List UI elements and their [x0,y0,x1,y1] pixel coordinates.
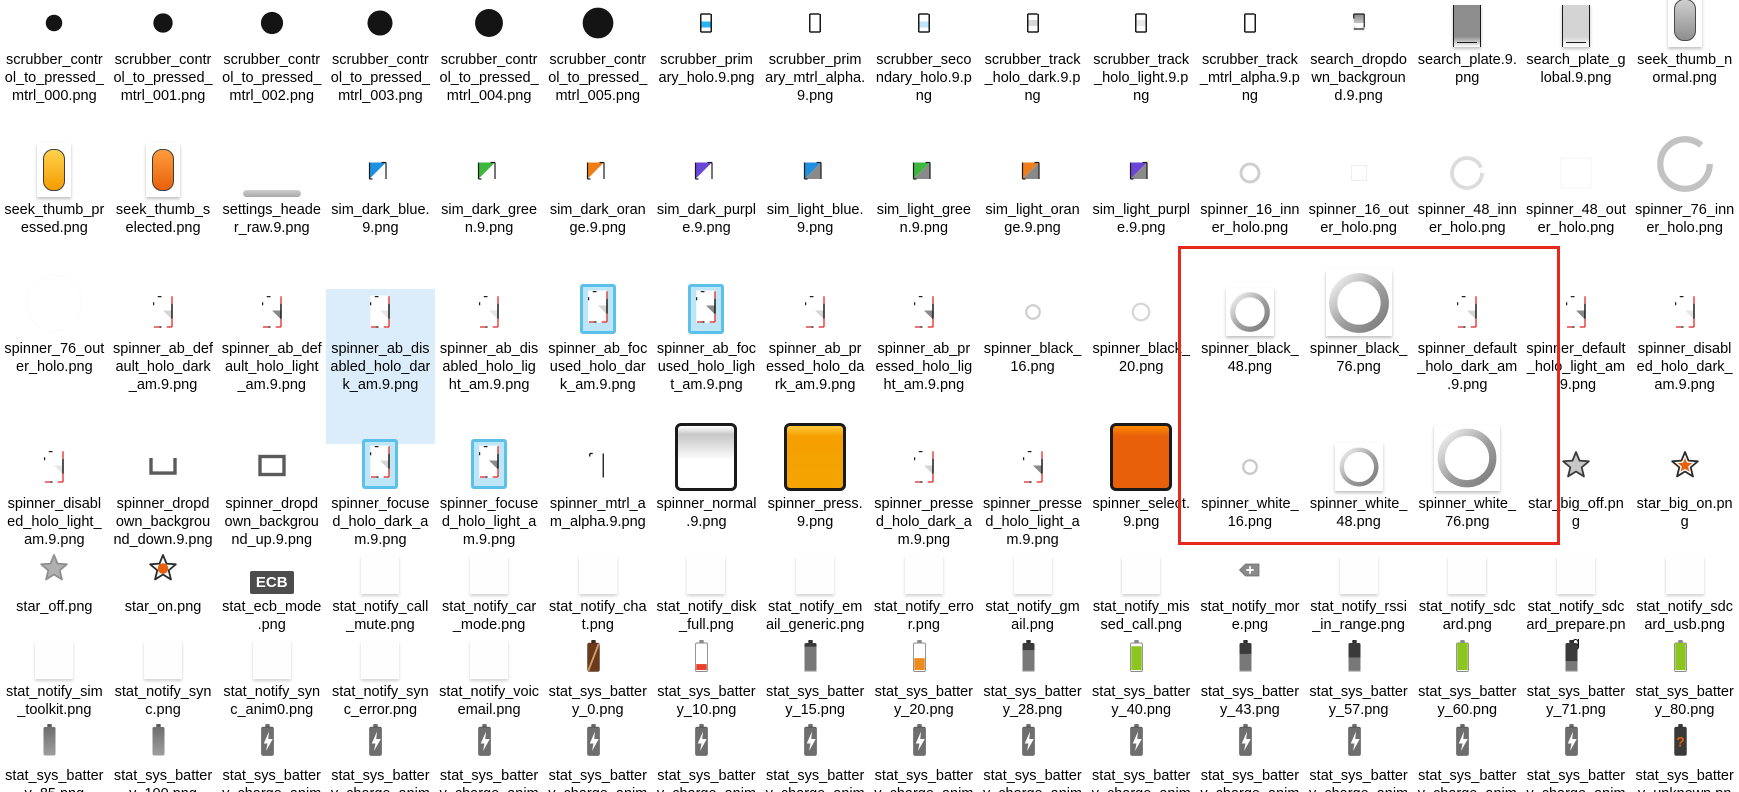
svg-text:?: ? [1676,735,1684,750]
